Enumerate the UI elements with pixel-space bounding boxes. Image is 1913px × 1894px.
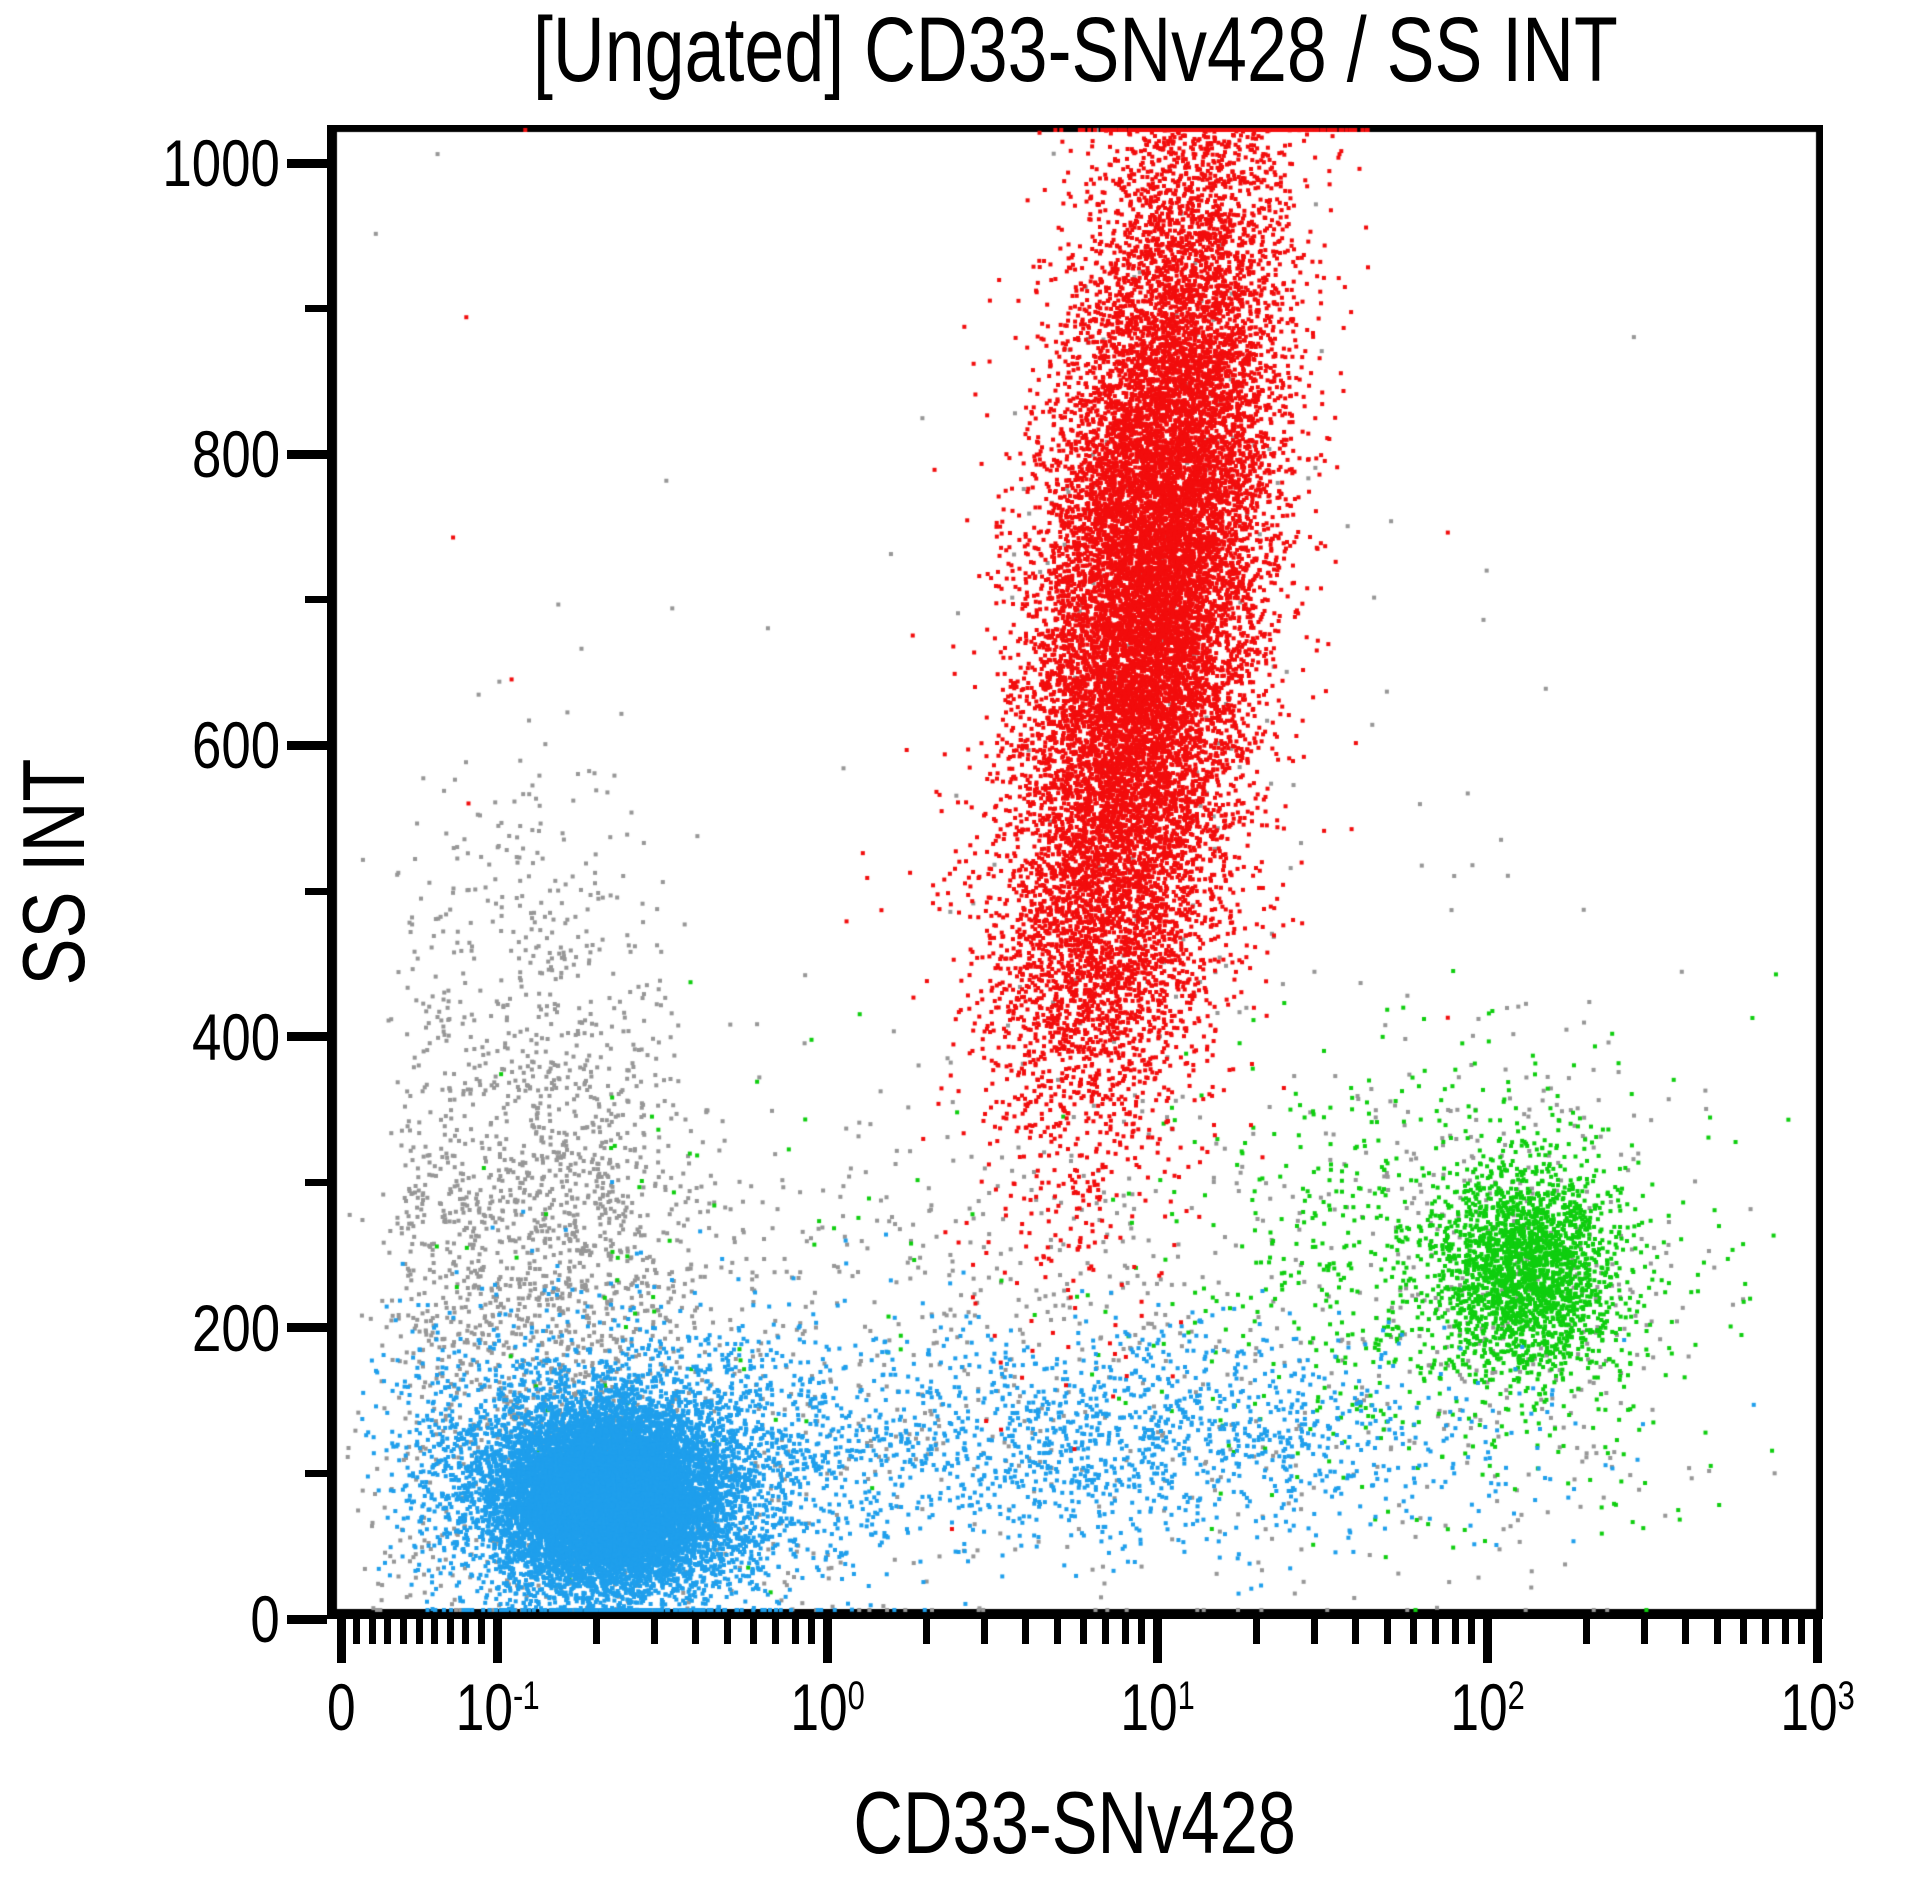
x-tick-label: 102 — [1450, 1670, 1524, 1744]
y-tick-label: 0 — [250, 1582, 280, 1656]
plot-title-text: [Ungated] CD33-SNv428 / SS INT — [532, 0, 1618, 101]
x-minor-tick — [1384, 1617, 1392, 1644]
x-tick-label: 10-1 — [455, 1670, 539, 1744]
x-minor-tick — [980, 1617, 988, 1644]
x-minor-tick — [1781, 1617, 1789, 1644]
x-minor-tick — [650, 1617, 658, 1644]
y-minor-tick — [305, 1178, 327, 1186]
x-minor-tick — [808, 1617, 816, 1644]
x-minor-tick — [1682, 1617, 1690, 1644]
x-minor-tick — [1762, 1617, 1770, 1644]
x-minor-tick — [750, 1617, 758, 1644]
x-axis-label-text: CD33-SNv428 — [853, 1773, 1297, 1872]
x-minor-tick — [724, 1617, 732, 1644]
x-minor-tick — [1410, 1617, 1418, 1644]
x-minor-tick — [1022, 1617, 1030, 1644]
x-minor-tick — [462, 1617, 470, 1644]
x-minor-tick — [1432, 1617, 1440, 1644]
y-major-tick — [287, 449, 327, 459]
x-major-tick — [492, 1617, 502, 1663]
x-minor-tick — [1468, 1617, 1476, 1644]
y-major-tick — [287, 740, 327, 750]
y-major-tick — [287, 1032, 327, 1042]
y-tick-label: 200 — [191, 1290, 280, 1365]
x-minor-tick — [384, 1617, 392, 1644]
x-minor-tick — [1080, 1617, 1088, 1644]
y-minor-tick — [305, 1469, 327, 1477]
y-major-tick — [287, 1614, 327, 1624]
x-minor-tick — [399, 1617, 407, 1644]
x-minor-tick — [1121, 1617, 1129, 1644]
x-minor-tick — [791, 1617, 799, 1644]
x-minor-tick — [692, 1617, 700, 1644]
y-major-tick — [287, 158, 327, 168]
x-tick-label: 103 — [1780, 1670, 1854, 1744]
y-tick-label: 400 — [191, 999, 280, 1074]
x-minor-tick — [1798, 1617, 1806, 1644]
y-tick-label: 1000 — [162, 126, 280, 200]
y-major-tick — [287, 1323, 327, 1333]
x-minor-tick — [431, 1617, 439, 1644]
x-minor-tick — [1740, 1617, 1748, 1644]
x-axis-label: CD33-SNv428 — [327, 1772, 1823, 1874]
x-minor-tick — [1640, 1617, 1648, 1644]
x-minor-tick — [1102, 1617, 1110, 1644]
x-minor-tick — [1451, 1617, 1459, 1644]
y-minor-tick — [305, 887, 327, 895]
x-minor-tick — [592, 1617, 600, 1644]
x-major-tick — [1152, 1617, 1162, 1663]
y-minor-tick — [305, 305, 327, 313]
x-major-tick — [336, 1617, 346, 1663]
plot-title: [Ungated] CD33-SNv428 / SS INT — [327, 2, 1823, 99]
scatter-canvas — [327, 125, 1823, 1619]
x-minor-tick — [922, 1617, 930, 1644]
x-minor-tick — [446, 1617, 454, 1644]
x-tick-label: 100 — [790, 1670, 864, 1744]
x-minor-tick — [1138, 1617, 1146, 1644]
x-major-tick — [822, 1617, 832, 1663]
x-major-tick — [1482, 1617, 1492, 1663]
x-tick-label: 0 — [326, 1670, 356, 1744]
y-minor-tick — [305, 596, 327, 604]
x-minor-tick — [1310, 1617, 1318, 1644]
x-minor-tick — [415, 1617, 423, 1644]
y-tick-label: 800 — [191, 417, 280, 492]
x-minor-tick — [1054, 1617, 1062, 1644]
x-minor-tick — [368, 1617, 376, 1644]
x-minor-tick — [1352, 1617, 1360, 1644]
x-minor-tick — [477, 1617, 485, 1644]
x-major-tick — [1812, 1617, 1822, 1663]
x-tick-label: 101 — [1120, 1670, 1194, 1744]
x-minor-tick — [1582, 1617, 1590, 1644]
x-minor-tick — [353, 1617, 361, 1644]
x-minor-tick — [1714, 1617, 1722, 1644]
y-axis-label: SS INT — [4, 758, 103, 986]
x-minor-tick — [1252, 1617, 1260, 1644]
x-minor-tick — [772, 1617, 780, 1644]
plot-area — [327, 125, 1823, 1619]
y-tick-label: 600 — [191, 708, 280, 783]
